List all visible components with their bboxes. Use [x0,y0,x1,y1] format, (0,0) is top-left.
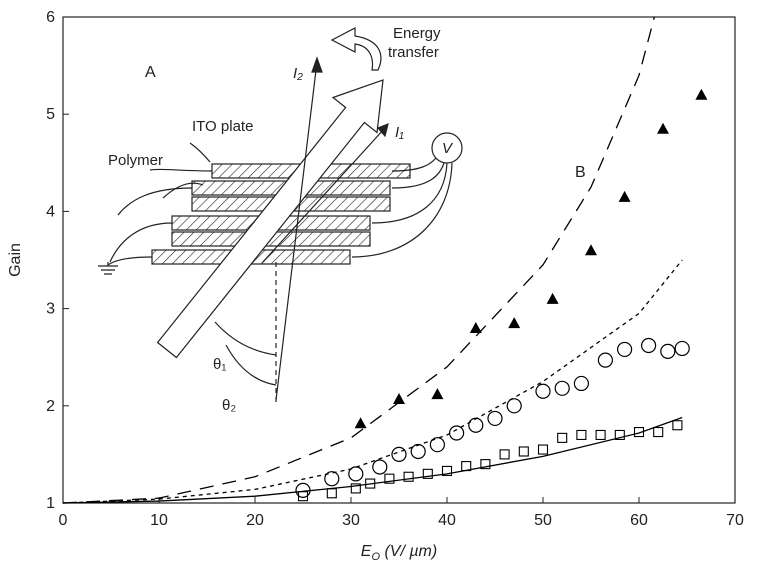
triangle-marker [546,292,559,304]
y-axis-label: Gain [7,243,24,277]
triangle-marker [657,122,669,134]
circle-marker [487,410,503,427]
x-tick-label: 70 [726,512,744,529]
square-marker [403,471,414,482]
square-marker [576,429,587,441]
triangle-marker [508,317,521,329]
square-marker [672,420,683,431]
x-tick-label: 0 [59,512,68,529]
square-marker [422,468,433,479]
circle-marker [660,343,676,359]
circle-marker [348,466,364,482]
fit-line [62,259,683,504]
x-tick-label: 30 [342,512,360,529]
circle-marker [410,443,426,460]
inset-label: θ₁ [213,356,226,373]
inset-label: θ₂ [222,397,236,414]
inset-label: I₁ [395,124,404,141]
triangle-marker [393,392,405,404]
inset-diagram: Energy transfer ITO plate Polymer V I₂ I… [98,25,463,414]
y-tick-label: 5 [46,106,55,123]
x-tick-label: 60 [630,512,648,529]
square-marker [326,488,337,499]
inset-label: Energy [393,25,441,42]
square-marker [537,444,549,455]
circle-marker [573,375,590,392]
inset-label: V [442,140,454,157]
circle-marker [535,383,551,399]
panel-label: B [575,164,586,181]
square-marker [499,449,510,460]
circle-marker [616,341,633,358]
fit-line [62,416,683,504]
y-tick-label: 6 [46,9,55,26]
inset-label: transfer [388,44,439,61]
x-tick-label: 10 [150,512,168,529]
square-marker [350,483,361,494]
x-tick-label: 20 [246,512,264,529]
square-marker [614,429,625,441]
inset-label: ITO plate [192,118,253,135]
inset-label: I₂ [293,65,303,82]
circle-marker [372,459,388,475]
square-marker [557,432,568,443]
plot-frame [62,16,736,504]
circle-marker [640,337,657,354]
y-tick-label: 2 [46,398,55,415]
x-axis-label: EO (V/ µm) [361,543,437,563]
x-tick-label: 50 [534,512,552,529]
circle-marker [506,398,522,414]
circle-marker [597,352,614,368]
circle-marker [324,471,340,487]
square-marker [441,465,453,476]
triangle-marker [585,244,597,256]
square-marker [384,473,395,484]
y-tick-label: 4 [46,203,55,220]
circle-marker [674,340,690,357]
square-marker [480,459,491,470]
circle-marker [468,417,484,433]
square-marker [653,426,664,438]
triangle-marker [431,388,444,400]
triangle-marker [618,190,631,202]
y-tick-label: 3 [46,301,55,318]
triangle-marker [695,88,708,100]
x-tick-label: 40 [438,512,456,529]
circle-marker [391,446,407,462]
triangle-marker [469,322,482,334]
circle-marker [449,425,465,441]
square-marker [595,429,606,441]
triangle-marker [354,417,367,429]
inset-label: Polymer [108,152,163,169]
panel-label: A [145,64,156,81]
circle-marker [554,380,570,396]
circle-marker [429,437,445,453]
square-marker [518,446,529,457]
y-tick-label: 1 [46,495,55,512]
fit-line [62,16,655,504]
